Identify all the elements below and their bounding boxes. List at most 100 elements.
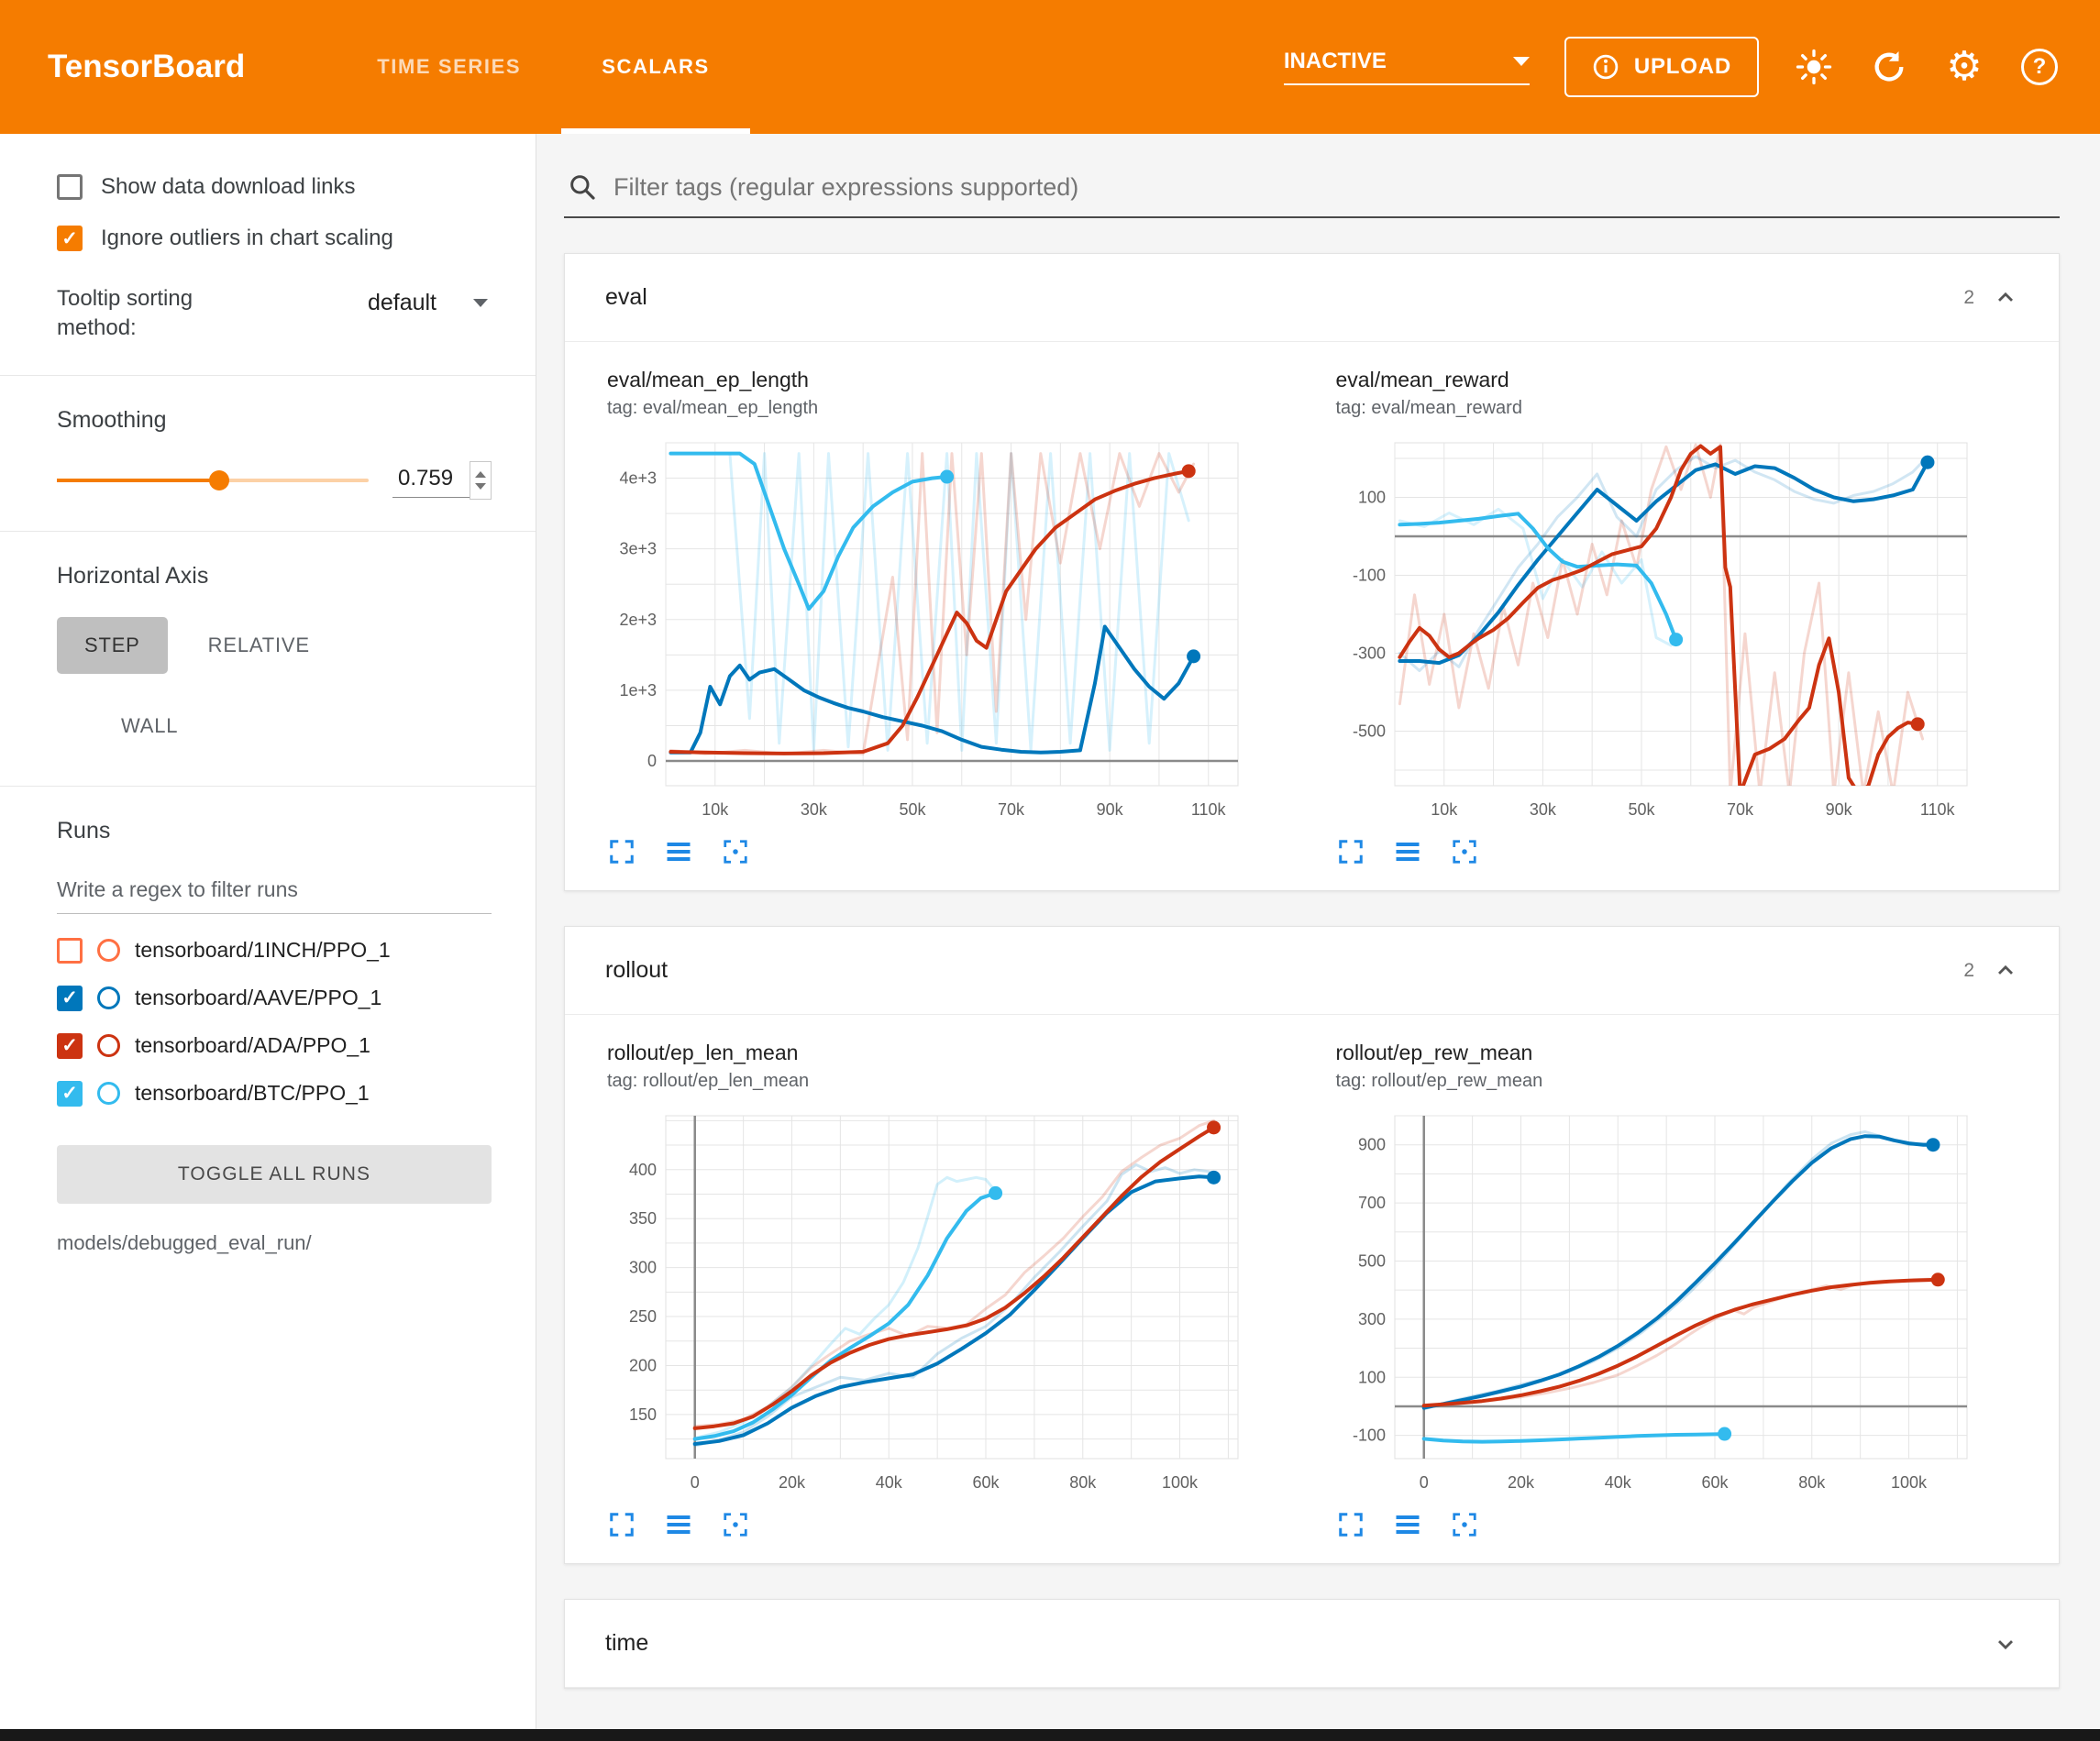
settings-icon[interactable]: ⚙: [1946, 44, 1983, 89]
svg-text:20k: 20k: [779, 1473, 806, 1492]
upload-button[interactable]: UPLOAD: [1564, 37, 1759, 97]
chevron-up-icon[interactable]: [1993, 285, 2018, 311]
expand-chart-icon[interactable]: [607, 1510, 636, 1539]
smoothing-slider-thumb[interactable]: [208, 469, 229, 490]
svg-text:350: 350: [629, 1209, 657, 1228]
show-download-links-option[interactable]: Show data download links: [57, 174, 492, 200]
svg-text:60k: 60k: [1701, 1473, 1729, 1492]
section-header-eval[interactable]: eval 2: [565, 254, 2059, 342]
chart-tag: tag: eval/mean_ep_length: [607, 398, 819, 418]
line-chart-svg: 10k 30k 50k 70k 90k 110k 0 1e+3 2e+3 3e+3 4e+3: [619, 442, 1239, 819]
run-name: tensorboard/BTC/PPO_1: [135, 1081, 370, 1106]
run-checkbox[interactable]: ✓: [57, 985, 83, 1011]
chart-title: rollout/ep_rew_mean: [1335, 1041, 1533, 1064]
smoothing-value-input[interactable]: 0.759: [392, 462, 470, 499]
svg-text:20k: 20k: [1507, 1473, 1534, 1492]
svg-text:90k: 90k: [1825, 800, 1852, 819]
tab-scalars[interactable]: SCALARS: [561, 0, 750, 134]
run-color-circle[interactable]: [97, 1034, 120, 1058]
expand-chart-icon[interactable]: [607, 837, 636, 866]
log-scale-icon[interactable]: [664, 837, 693, 866]
expand-chart-icon[interactable]: [1336, 837, 1365, 866]
tab-time-series[interactable]: TIME SERIES: [377, 55, 522, 78]
svg-text:300: 300: [629, 1259, 657, 1277]
run-color-circle[interactable]: [97, 939, 120, 963]
run-color-circle[interactable]: [97, 986, 120, 1010]
ignore-outliers-checkbox[interactable]: ✓: [57, 226, 83, 251]
run-item-aave[interactable]: ✓ tensorboard/AAVE/PPO_1: [57, 985, 492, 1011]
log-scale-icon[interactable]: [1393, 1510, 1422, 1539]
chevron-up-icon[interactable]: [1993, 958, 2018, 984]
svg-text:0: 0: [1419, 1473, 1428, 1492]
smoothing-controls: 0.759: [57, 460, 492, 500]
fit-data-icon[interactable]: [1450, 837, 1479, 866]
section-count: 2: [1963, 286, 1974, 308]
runs-filter-input[interactable]: [57, 871, 492, 914]
ignore-outliers-label: Ignore outliers in chart scaling: [101, 226, 393, 250]
axis-relative-button[interactable]: RELATIVE: [181, 617, 337, 674]
run-checkbox[interactable]: ✓: [57, 1080, 83, 1107]
chart-canvas[interactable]: 10k 30k 50k 70k 90k 110k 100 -100 -300 -500: [1336, 430, 1978, 824]
log-scale-icon[interactable]: [1393, 837, 1422, 866]
section-header-rollout[interactable]: rollout 2: [565, 927, 2059, 1015]
smoothing-label: Smoothing: [57, 406, 167, 433]
svg-text:2e+3: 2e+3: [619, 611, 657, 629]
fit-data-icon[interactable]: [721, 1510, 750, 1539]
chart-toolbar: [607, 837, 1288, 866]
section-header-time[interactable]: time: [565, 1600, 2059, 1688]
smoothing-stepper[interactable]: [470, 460, 492, 500]
tab-bar: TIME SERIES SCALARS: [337, 0, 750, 134]
tooltip-sorting-value: default: [367, 290, 437, 315]
fit-data-icon[interactable]: [1450, 1510, 1479, 1539]
chart-toolbar: [1336, 837, 2017, 866]
chevron-down-icon[interactable]: [1993, 1631, 2018, 1657]
ignore-outliers-option[interactable]: ✓ Ignore outliers in chart scaling: [57, 226, 492, 251]
run-checkbox[interactable]: [57, 937, 83, 964]
stepper-down-icon[interactable]: [475, 482, 486, 490]
svg-text:200: 200: [629, 1356, 657, 1374]
svg-text:110k: 110k: [1191, 800, 1227, 819]
stepper-up-icon[interactable]: [475, 470, 486, 478]
tooltip-sorting-row: Tooltip sorting method: default: [57, 284, 492, 344]
svg-text:-300: -300: [1352, 645, 1385, 663]
fit-data-icon[interactable]: [721, 837, 750, 866]
refresh-icon[interactable]: [1869, 47, 1909, 87]
tag-filter-input[interactable]: [613, 172, 2056, 202]
run-item-ada[interactable]: ✓ tensorboard/ADA/PPO_1: [57, 1032, 492, 1059]
chart-canvas[interactable]: 10k 30k 50k 70k 90k 110k 0 1e+3 2e+3 3e+3 4e+3: [607, 430, 1249, 824]
run-color-circle[interactable]: [97, 1082, 120, 1106]
svg-text:60k: 60k: [973, 1473, 1000, 1492]
log-scale-icon[interactable]: [664, 1510, 693, 1539]
run-item-1inch[interactable]: tensorboard/1INCH/PPO_1: [57, 937, 492, 964]
svg-text:900: 900: [1357, 1136, 1385, 1154]
show-download-links-checkbox[interactable]: [57, 174, 83, 200]
chevron-down-icon: [1512, 57, 1530, 66]
axis-step-button[interactable]: STEP: [57, 616, 168, 674]
chart-title: eval/mean_ep_length: [607, 368, 809, 391]
axis-wall-button[interactable]: WALL: [94, 698, 205, 755]
run-checkbox[interactable]: ✓: [57, 1032, 83, 1059]
chart-canvas[interactable]: 0 20k 40k 60k 80k 100k 150 200 250 300 350 400: [607, 1103, 1249, 1497]
scalar-chart-rollout-ep-rew-mean: rollout/ep_rew_mean tag: rollout/ep_rew_…: [1312, 1041, 2041, 1539]
run-item-btc[interactable]: ✓ tensorboard/BTC/PPO_1: [57, 1080, 492, 1107]
chart-tag: tag: rollout/ep_rew_mean: [1335, 1071, 1543, 1091]
svg-text:90k: 90k: [1097, 800, 1124, 819]
expand-chart-icon[interactable]: [1336, 1510, 1365, 1539]
horizontal-axis-label: Horizontal Axis: [57, 562, 209, 589]
svg-text:300: 300: [1357, 1310, 1385, 1328]
help-icon[interactable]: ?: [2019, 47, 2060, 87]
scalar-chart-rollout-ep-len-mean: rollout/ep_len_mean tag: rollout/ep_len_…: [583, 1041, 1312, 1539]
toggle-all-runs-button[interactable]: TOGGLE ALL RUNS: [57, 1144, 492, 1204]
smoothing-slider[interactable]: [57, 469, 369, 490]
tooltip-sorting-select[interactable]: default: [364, 284, 492, 322]
chart-tag: tag: eval/mean_reward: [1335, 398, 1522, 418]
data-source-dropdown[interactable]: INACTIVE: [1283, 49, 1530, 85]
svg-text:70k: 70k: [998, 800, 1025, 819]
svg-text:4e+3: 4e+3: [619, 469, 657, 488]
smoothing-value-box: 0.759: [392, 460, 492, 500]
line-chart-svg: 0 20k 40k 60k 80k 100k -100 100 300 500 700 900: [1352, 1115, 1967, 1492]
svg-text:10k: 10k: [702, 800, 729, 819]
chart-canvas[interactable]: 0 20k 40k 60k 80k 100k -100 100 300 500 700 900: [1336, 1103, 1978, 1497]
brightness-icon[interactable]: [1794, 47, 1834, 87]
